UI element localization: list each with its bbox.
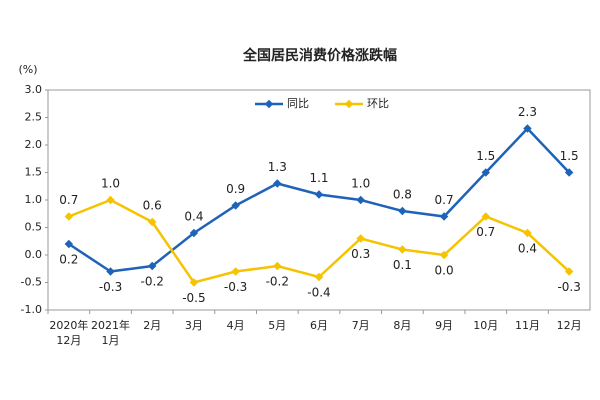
data-point <box>439 212 449 221</box>
y-tick-label: 0.0 <box>25 248 43 261</box>
legend-marker <box>264 99 274 109</box>
x-tick-label: 8月 <box>393 319 411 332</box>
data-label: 0.7 <box>59 193 78 207</box>
data-label: 0.2 <box>59 253 78 267</box>
data-label: 0.7 <box>476 225 495 239</box>
data-point <box>481 212 491 221</box>
data-point <box>273 261 282 271</box>
data-point <box>481 168 491 177</box>
x-tick-label: 10月 <box>473 319 498 332</box>
data-point <box>398 245 407 254</box>
y-axis-unit: (%) <box>18 63 37 76</box>
data-point <box>314 272 324 282</box>
x-tick-label: 11月 <box>515 319 540 332</box>
data-point <box>189 278 199 287</box>
y-tick-label: 3.0 <box>25 83 43 96</box>
data-label: -0.2 <box>141 275 164 289</box>
data-label: -0.3 <box>99 280 122 294</box>
data-point <box>356 195 365 205</box>
data-label: -0.5 <box>182 291 205 305</box>
y-tick-label: 1.5 <box>25 166 43 179</box>
data-label: 0.9 <box>226 182 245 196</box>
data-label: 0.4 <box>518 242 537 256</box>
y-tick-label: 2.0 <box>25 138 43 151</box>
y-tick-label: -0.5 <box>21 276 42 289</box>
data-label: 0.1 <box>393 258 412 272</box>
y-tick-label: 0.5 <box>25 221 43 234</box>
data-label: 0.0 <box>435 264 454 278</box>
data-label: 1.5 <box>476 149 495 163</box>
data-label: 2.3 <box>518 105 537 119</box>
legend-marker <box>344 99 354 109</box>
data-point <box>147 217 157 227</box>
data-point <box>273 179 282 188</box>
chart-title: 全国居民消费价格涨跌幅 <box>242 47 397 64</box>
data-label: 0.4 <box>184 210 203 224</box>
y-tick-label: 1.0 <box>25 193 43 206</box>
x-tick-label: 2月 <box>143 319 161 332</box>
data-label: 0.7 <box>435 193 454 207</box>
data-label: -0.3 <box>224 280 247 294</box>
data-point <box>231 267 240 276</box>
data-label: 0.6 <box>143 199 162 213</box>
data-label: 1.0 <box>351 177 370 191</box>
legend-label: 同比 <box>287 97 309 110</box>
data-point <box>564 267 574 276</box>
data-point <box>64 239 74 249</box>
x-tick-label: 6月 <box>310 319 328 332</box>
data-label: -0.2 <box>266 275 289 289</box>
y-tick-label: -1.0 <box>21 303 42 316</box>
data-label: 1.0 <box>101 177 120 191</box>
data-label: 1.1 <box>309 171 328 185</box>
x-tick-label: 3月 <box>185 319 203 332</box>
data-point <box>106 267 115 276</box>
data-label: 1.3 <box>268 160 287 174</box>
x-tick-label: 9月 <box>435 319 453 332</box>
x-tick-label: 4月 <box>227 319 245 332</box>
data-label: 1.5 <box>560 149 579 163</box>
x-tick-label: 2021年 1月 <box>91 318 130 347</box>
x-tick-label: 7月 <box>352 319 370 332</box>
x-tick-label: 5月 <box>268 319 286 332</box>
data-point <box>398 206 407 216</box>
data-label: 0.3 <box>351 247 370 261</box>
x-tick-label: 12月 <box>557 319 582 332</box>
data-point <box>314 190 324 199</box>
data-point <box>439 250 449 260</box>
data-point <box>231 201 240 210</box>
data-point <box>189 228 199 238</box>
data-label: -0.4 <box>307 286 330 300</box>
x-tick-label: 2020年 12月 <box>49 318 88 347</box>
data-label: -0.3 <box>557 280 580 294</box>
data-point <box>64 212 74 221</box>
data-point <box>147 261 157 271</box>
y-tick-label: 2.5 <box>25 111 43 124</box>
legend-label: 环比 <box>367 97 389 110</box>
data-point <box>356 234 365 243</box>
data-point <box>106 195 115 205</box>
data-label: 0.8 <box>393 188 412 202</box>
